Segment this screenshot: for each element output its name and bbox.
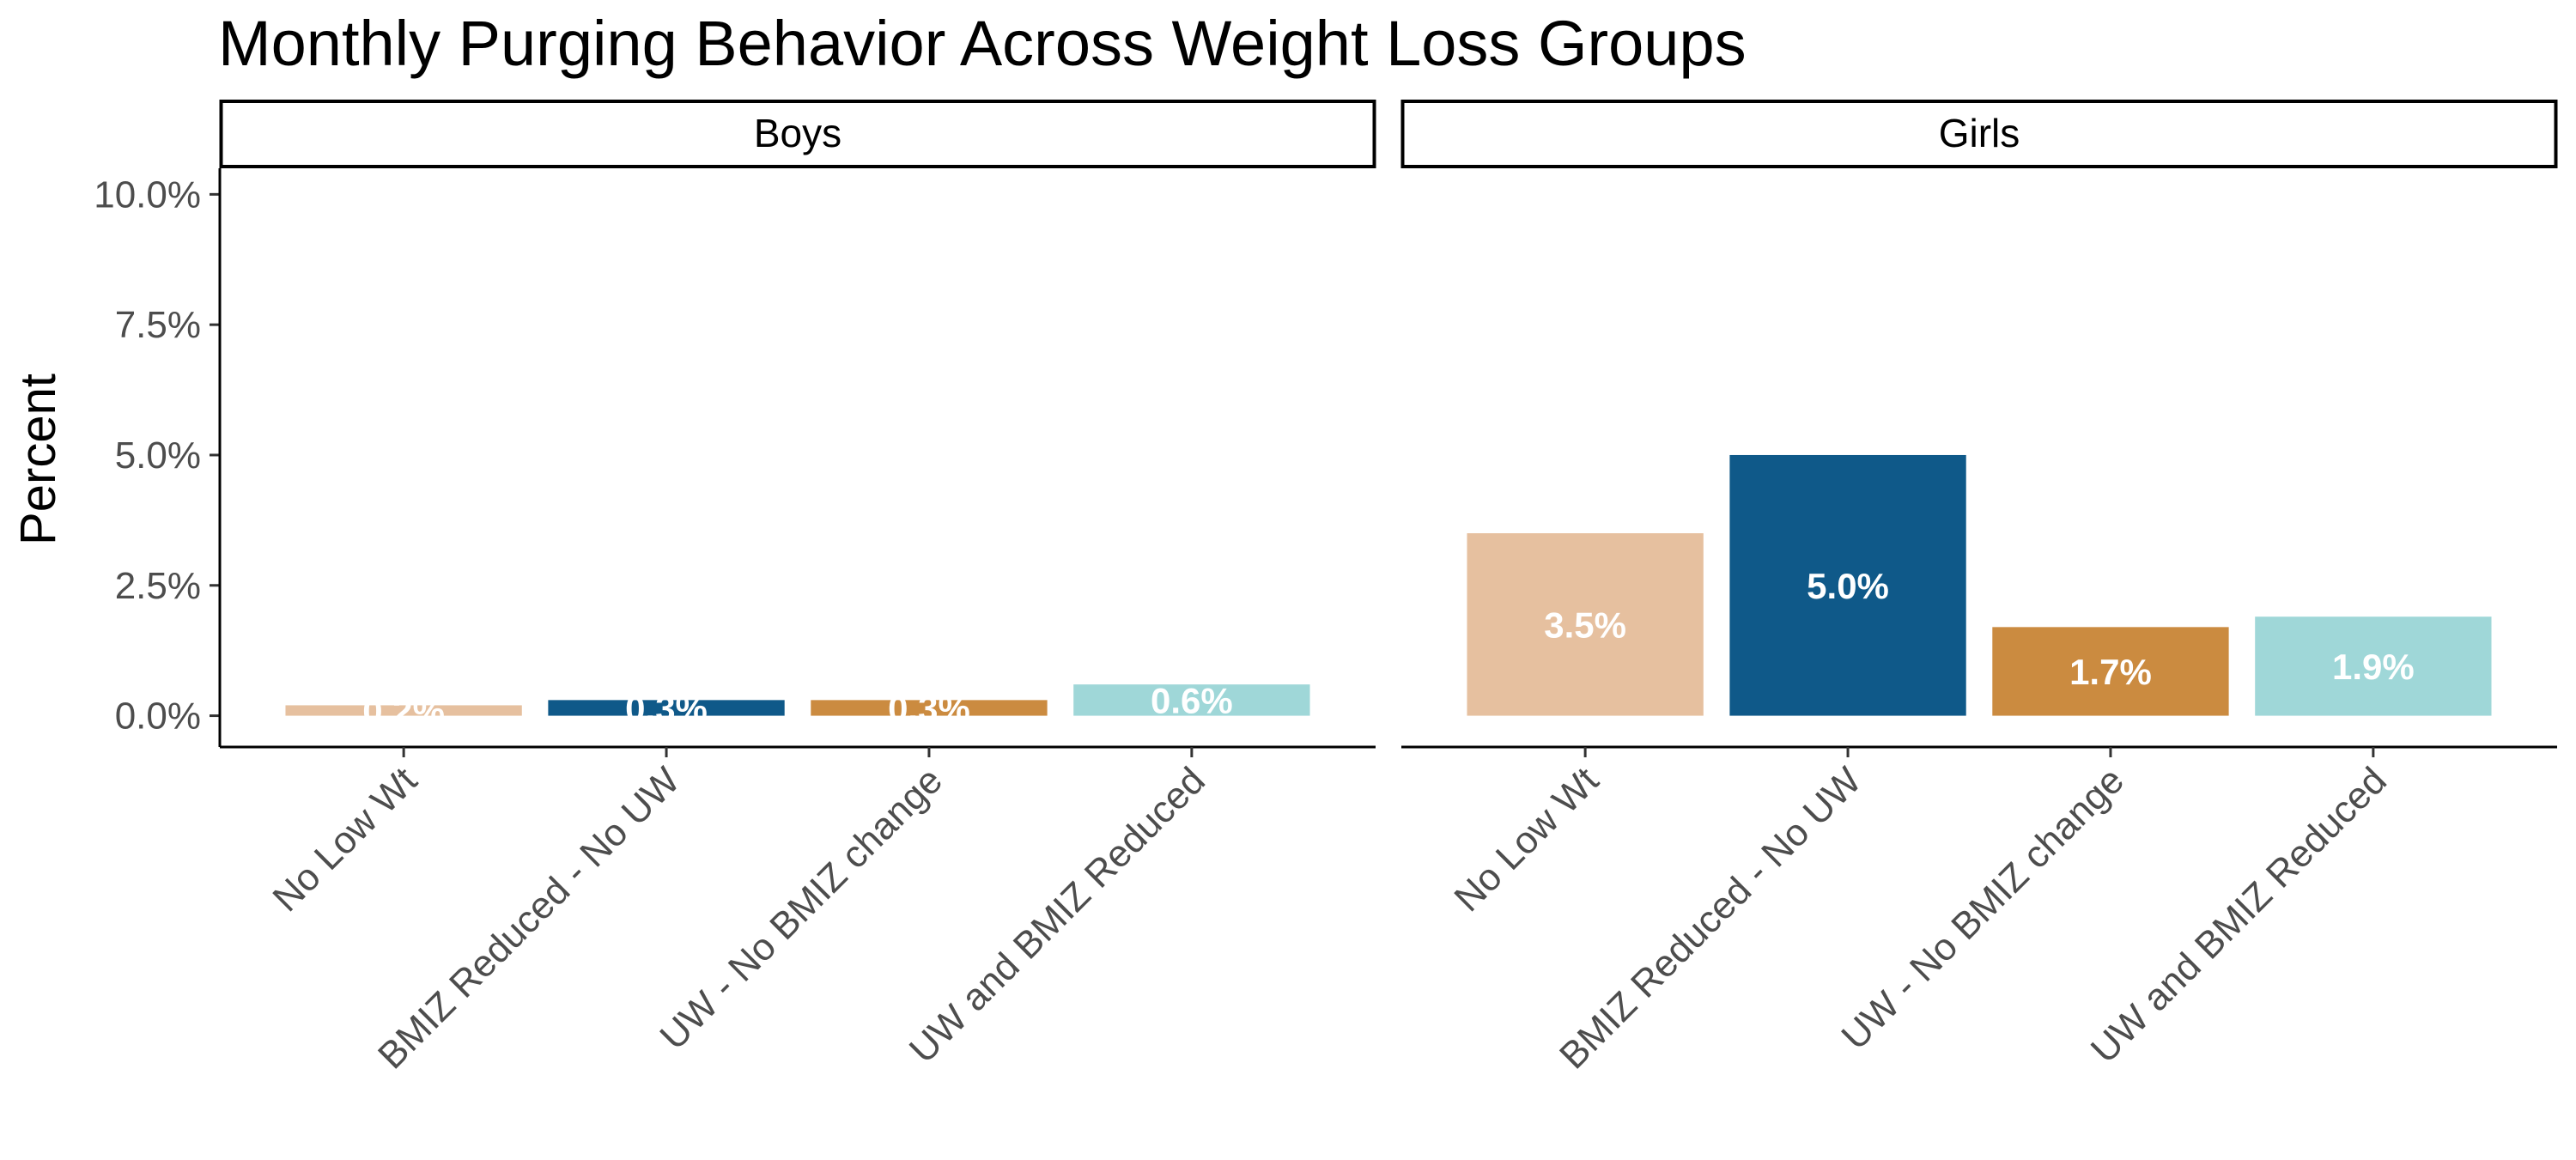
y-tick-label: 5.0% bbox=[115, 434, 201, 477]
y-tick-label: 0.0% bbox=[115, 695, 201, 738]
bar-value-label: 1.9% bbox=[2332, 647, 2415, 687]
bar-boys-4 bbox=[1073, 684, 1310, 716]
facet-strip-boys bbox=[219, 100, 1376, 168]
chart-title: Monthly Purging Behavior Across Weight L… bbox=[218, 8, 1747, 79]
x-tick-label: UW and BMIZ Reduced bbox=[902, 759, 1213, 1071]
y-axis-label: Percent bbox=[10, 374, 66, 545]
x-tick-label: UW - No BMIZ change bbox=[1833, 759, 2132, 1058]
bar-girls-4 bbox=[2255, 616, 2492, 716]
bar-girls-1 bbox=[1467, 533, 1704, 716]
x-tick-label: BMIZ Reduced - No UW bbox=[370, 759, 688, 1077]
bar-value-label: 3.5% bbox=[1544, 604, 1626, 645]
x-tick-label: No Low Wt bbox=[1446, 759, 1607, 920]
y-tick-label: 2.5% bbox=[115, 565, 201, 607]
bar-value-label: 0.6% bbox=[1151, 680, 1233, 720]
bar-value-label: 0.3% bbox=[888, 688, 970, 728]
y-tick-label: 10.0% bbox=[94, 173, 201, 216]
bar-boys-1 bbox=[285, 705, 522, 716]
bar-value-label: 0.2% bbox=[362, 690, 445, 731]
bar-boys-2 bbox=[548, 700, 785, 716]
y-tick-label: 7.5% bbox=[115, 304, 201, 346]
facet-strip-label: Boys bbox=[754, 111, 841, 155]
x-tick-label: No Low Wt bbox=[264, 759, 425, 920]
x-tick-label: UW - No BMIZ change bbox=[652, 759, 951, 1058]
bar-girls-3 bbox=[1992, 627, 2229, 716]
bar-value-label: 1.7% bbox=[2069, 652, 2152, 692]
bar-value-label: 5.0% bbox=[1807, 566, 1889, 606]
x-tick-label: UW and BMIZ Reduced bbox=[2083, 759, 2395, 1071]
facet-strip-girls bbox=[1400, 100, 2558, 168]
bar-value-label: 0.3% bbox=[625, 688, 708, 728]
facet-strip-label: Girls bbox=[1939, 111, 2020, 155]
x-tick-label: BMIZ Reduced - No UW bbox=[1552, 759, 1869, 1077]
chart-panels: 0.0% 2.5% 5.0% 7.5% 10.0% Boys 0.2% No Low Wt 0.… bbox=[94, 100, 2558, 1077]
bar-girls-2 bbox=[1729, 454, 1966, 716]
bar-boys-3 bbox=[811, 700, 1048, 716]
